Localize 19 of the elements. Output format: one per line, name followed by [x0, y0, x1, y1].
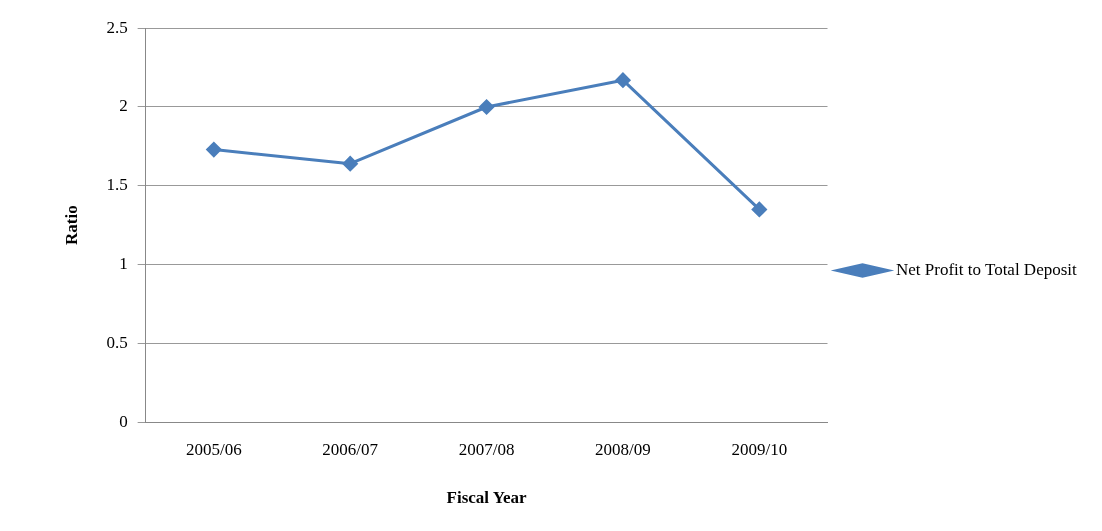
x-tick-label: 2007/08 [458, 439, 515, 459]
x-tick-label: 2008/09 [595, 439, 651, 459]
y-tick-label: 1.5 [106, 175, 128, 195]
point [615, 72, 631, 88]
y-axis-title: Ratio [61, 205, 81, 246]
x-axis-title: Fiscal Year [446, 488, 528, 508]
point [206, 142, 222, 158]
point [479, 99, 495, 115]
x-tick-label: 2005/06 [185, 439, 242, 459]
y-tick-label: 0 [119, 411, 128, 431]
y-tick-label: 1 [119, 254, 128, 274]
x-tick-label: 2006/07 [322, 439, 379, 459]
point [342, 156, 358, 172]
y-tick-label: 0.5 [106, 332, 128, 352]
legend-label: Net Profit to Total Deposit [896, 259, 1078, 279]
point [751, 201, 767, 217]
y-tick-label: 2 [119, 96, 128, 116]
x-tick-label: 2009/10 [731, 439, 788, 459]
y-tick-label: 2.5 [106, 17, 128, 37]
